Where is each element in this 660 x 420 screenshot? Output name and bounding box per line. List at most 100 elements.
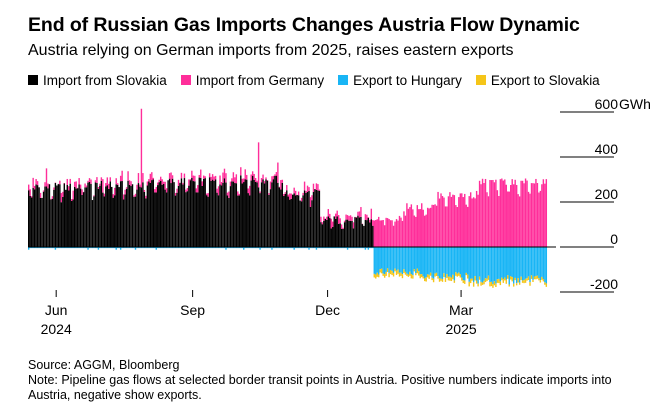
bar-germany-import [263, 181, 266, 184]
bar-germany-import [142, 173, 144, 183]
bar-germany-import [71, 199, 73, 202]
bar-hungary-export [136, 247, 138, 249]
bar-germany-import [284, 192, 286, 194]
bar-germany-import [39, 192, 42, 198]
bar-hungary-export [278, 247, 281, 249]
bar-slovakia-import [275, 175, 278, 247]
bar-slovakia-import [127, 180, 129, 247]
bar-slovakia-export [493, 281, 496, 286]
bar-hungary-export [487, 247, 490, 276]
bar-slovakia-import [290, 198, 292, 247]
bar-slovakia-export [484, 278, 487, 283]
bar-hungary-export [355, 247, 358, 249]
bar-slovakia-import [173, 182, 175, 247]
bar-germany-import [309, 197, 312, 207]
bar-slovakia-import [39, 197, 42, 247]
bar-slovakia-import [177, 185, 180, 247]
bar-slovakia-import [143, 191, 146, 247]
bar-germany-import [518, 196, 521, 247]
bar-hungary-export [111, 247, 113, 249]
bar-germany-import [238, 193, 241, 196]
bar-slovakia-import [139, 186, 141, 247]
bar-germany-import [164, 181, 166, 190]
bar-hungary-export [459, 247, 462, 275]
bar-germany-import [337, 215, 340, 224]
bar-germany-import [151, 172, 153, 181]
bar-slovakia-import [56, 185, 58, 247]
bar-germany-import [289, 193, 291, 200]
x-tick-label: Dec [315, 302, 340, 318]
bar-germany-import [226, 192, 229, 196]
bar-hungary-export [201, 247, 203, 249]
bar-hungary-export [495, 247, 497, 284]
bar-slovakia-export [380, 268, 383, 274]
bar-hungary-export [303, 247, 306, 249]
bar-germany-import [524, 178, 527, 247]
bar-germany-import [87, 180, 89, 183]
bar-slovakia-import [76, 188, 79, 247]
bar-hungary-export [335, 247, 337, 249]
bar-slovakia-import [63, 183, 66, 247]
bar-germany-import [462, 197, 464, 247]
bar-hungary-export [289, 247, 291, 249]
bar-hungary-export [364, 247, 367, 250]
bar-slovakia-export [498, 278, 500, 284]
bar-hungary-export [401, 247, 404, 275]
bar-germany-import [400, 217, 402, 247]
bar-hungary-export [247, 247, 249, 249]
bar-germany-import [477, 194, 479, 247]
bar-slovakia-import [99, 185, 101, 247]
bar-hungary-export [510, 247, 512, 277]
bar-germany-import [456, 207, 459, 247]
bar-slovakia-import [79, 188, 82, 247]
legend-label: Import from Germany [195, 72, 325, 88]
bar-hungary-export [259, 247, 261, 250]
bar-slovakia-import [118, 187, 120, 247]
bar-germany-import [145, 195, 147, 199]
bar-slovakia-import [186, 191, 189, 247]
bar-hungary-export [521, 247, 524, 281]
bar-hungary-export [186, 247, 189, 249]
bar-hungary-export [517, 247, 519, 279]
bar-hungary-export [53, 247, 55, 249]
bar-hungary-export [536, 247, 539, 276]
bar-germany-import [162, 181, 165, 184]
bar-slovakia-export [419, 274, 421, 279]
bar-hungary-export [308, 247, 310, 250]
bar-germany-import [112, 194, 114, 198]
bar-hungary-export [248, 247, 251, 249]
y-tick-label: 0 [610, 231, 618, 247]
bar-hungary-export [372, 247, 374, 249]
bar-slovakia-export [545, 283, 548, 287]
bar-hungary-export [529, 247, 531, 283]
bar-hungary-export [128, 247, 131, 249]
bar-germany-import [385, 217, 387, 247]
bar-germany-import [158, 179, 160, 183]
bar-hungary-export [216, 247, 218, 249]
bar-hungary-export [520, 247, 522, 277]
bar-hungary-export [154, 247, 156, 249]
bar-slovakia-import [91, 200, 94, 247]
bar-germany-import [188, 179, 190, 186]
bar-slovakia-import [75, 188, 77, 247]
bar-germany-import [404, 215, 407, 247]
bar-germany-import [521, 180, 524, 247]
bar-germany-import [231, 178, 233, 182]
bar-slovakia-export [529, 282, 531, 286]
bar-hungary-export [203, 247, 205, 249]
bar-germany-import [468, 196, 470, 247]
y-tick-label: -200 [590, 276, 618, 292]
bar-hungary-export [237, 247, 239, 249]
bar-slovakia-import [84, 187, 86, 247]
bar-slovakia-import [306, 191, 309, 247]
bar-slovakia-import [256, 182, 258, 247]
bar-slovakia-import [195, 192, 198, 247]
bar-hungary-export [321, 247, 324, 249]
bar-slovakia-import [197, 192, 199, 247]
bar-slovakia-import [108, 188, 110, 247]
bar-slovakia-import [100, 180, 103, 247]
bar-hungary-export [68, 247, 70, 249]
bar-germany-import [53, 187, 55, 190]
bar-hungary-export [458, 247, 460, 273]
bar-hungary-export [327, 247, 330, 249]
